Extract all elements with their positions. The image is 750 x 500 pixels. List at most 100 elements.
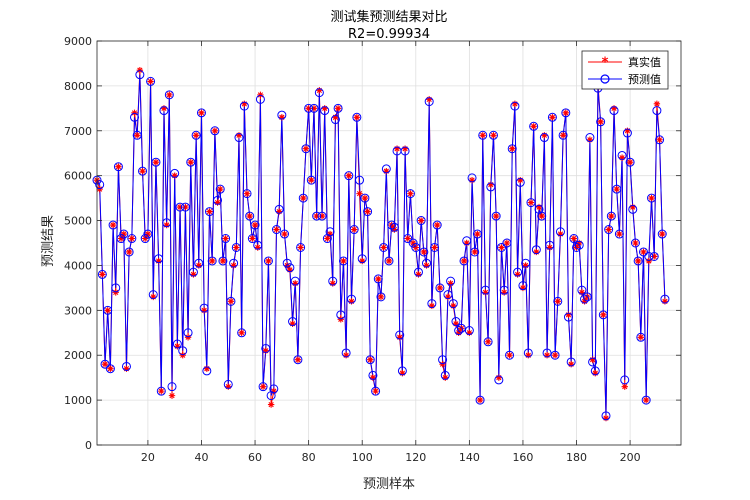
actual-point [171,172,178,179]
actual-point [385,257,393,265]
actual-point [484,338,492,345]
y-axis-label: 预测结果 [41,215,56,267]
predicted-point [515,177,525,187]
predicted-point [641,395,651,405]
actual-point [364,208,371,215]
predicted-point [413,267,423,277]
predicted-point [371,386,381,396]
actual-point [369,374,377,381]
actual-point [474,230,481,238]
actual-point [152,159,160,166]
predicted-point [221,234,231,244]
predicted-point [440,370,450,380]
predicted-point [497,242,507,252]
predicted-point [239,101,249,111]
predicted-point [478,130,488,140]
y-tick-label: 4000 [64,259,92,272]
actual-point [225,383,232,390]
actual-point [629,203,636,211]
legend: * 真实值 预测值 [581,50,669,90]
actual-point [490,132,497,139]
predicted-point [277,110,287,120]
actual-point [120,230,127,238]
actual-point [476,396,484,404]
actual-point [166,91,173,99]
x-tick-label: 60 [248,451,262,464]
predicted-point [451,317,461,327]
predicted-point [175,202,185,212]
predicted-point [510,101,520,111]
predicted-point [652,106,662,116]
predicted-point [609,106,619,116]
actual-point [259,383,267,390]
actual-point [227,298,235,305]
predicted-point [138,166,148,176]
actual-point [466,329,473,336]
predicted-point [218,256,228,266]
x-tick-label: 160 [512,451,533,464]
actual-point [423,262,430,269]
predicted-point [403,234,413,244]
actual-point [356,190,363,197]
x-tick-label: 40 [194,451,208,464]
actual-point [294,356,302,363]
actual-point [425,96,433,103]
predicted-point [223,379,233,389]
predicted-point [521,258,531,268]
actual-point [557,230,564,238]
x-tick-label: 20 [141,451,155,464]
predicted-point [130,112,140,122]
predicted-point [569,234,579,244]
actual-point [447,280,454,287]
x-tick-label: 140 [459,451,480,464]
predicted-point [381,164,391,174]
actual-point [471,248,478,256]
predicted-point [365,355,375,365]
predicted-point [180,202,190,212]
actual-point [222,235,229,242]
predicted-point [464,326,474,336]
predicted-point [561,108,571,118]
predicted-point [598,310,608,320]
actual-point [450,302,457,310]
predicted-point [108,220,118,230]
actual-point [297,244,304,251]
predicted-point [582,292,592,302]
actual-point [525,352,532,359]
actual-point [546,244,553,251]
x-tick-label: 180 [566,451,587,464]
y-tick-label: 1000 [64,394,92,407]
predicted-point [499,285,509,295]
actual-point [393,145,401,152]
plot-area: 0 1000 2000 3000 4000 5000 6000 7000 8000 9000 20 4… [64,35,682,464]
actual-point [198,109,205,117]
actual-point [602,414,610,422]
predicted-point [660,294,670,304]
predicted-point [357,254,367,264]
actual-point [192,132,200,139]
actual-point [535,203,543,211]
actual-point [332,114,339,121]
actual-point [608,212,615,220]
predicted-point [132,130,142,140]
actual-point [155,257,162,265]
predicted-point [491,211,501,221]
predicted-point [580,294,590,304]
actual-point [434,221,441,229]
y-tick-label: 2000 [64,349,92,362]
predicted-point [395,330,405,340]
predicted-point [360,193,370,203]
actual-point [107,365,114,372]
actual-point [651,253,658,260]
predicted-point [207,256,217,266]
actual-point [642,396,650,404]
predicted-point [622,128,632,138]
predicted-point [124,247,134,257]
actual-point [514,271,521,278]
legend-actual-label: 真实值 [628,55,661,69]
actual-point [551,352,559,359]
predicted-point [258,382,268,392]
predicted-point [427,299,437,309]
actual-point [233,244,240,251]
predicted-point [306,175,316,185]
